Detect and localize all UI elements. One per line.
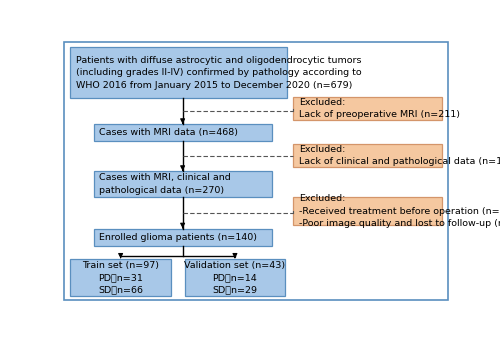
FancyBboxPatch shape (94, 171, 272, 197)
FancyBboxPatch shape (293, 97, 442, 120)
FancyBboxPatch shape (70, 259, 171, 297)
FancyBboxPatch shape (293, 197, 442, 225)
Text: Patients with diffuse astrocytic and oligodendrocytic tumors
(including grades I: Patients with diffuse astrocytic and oli… (76, 56, 362, 89)
Text: Enrolled glioma patients (n=140): Enrolled glioma patients (n=140) (100, 233, 258, 242)
Text: Excluded:
-Received treatment before operation (n=45)
-Poor image quality and lo: Excluded: -Received treatment before ope… (299, 194, 500, 228)
Text: Validation set (n=43)
PD：n=14
SD：n=29: Validation set (n=43) PD：n=14 SD：n=29 (184, 261, 286, 295)
Text: Cases with MRI, clinical and
pathological data (n=270): Cases with MRI, clinical and pathologica… (100, 174, 231, 195)
FancyBboxPatch shape (94, 124, 272, 141)
Text: Train set (n=97)
PD；n=31
SD；n=66: Train set (n=97) PD；n=31 SD；n=66 (82, 261, 159, 295)
FancyBboxPatch shape (70, 47, 287, 98)
FancyBboxPatch shape (184, 259, 286, 297)
Text: Cases with MRI data (n=468): Cases with MRI data (n=468) (100, 128, 238, 137)
FancyBboxPatch shape (94, 228, 272, 245)
Text: Excluded:
Lack of clinical and pathological data (n=198): Excluded: Lack of clinical and pathologi… (299, 145, 500, 166)
FancyBboxPatch shape (293, 144, 442, 167)
Text: Excluded:
Lack of preoperative MRI (n=211): Excluded: Lack of preoperative MRI (n=21… (299, 98, 460, 119)
